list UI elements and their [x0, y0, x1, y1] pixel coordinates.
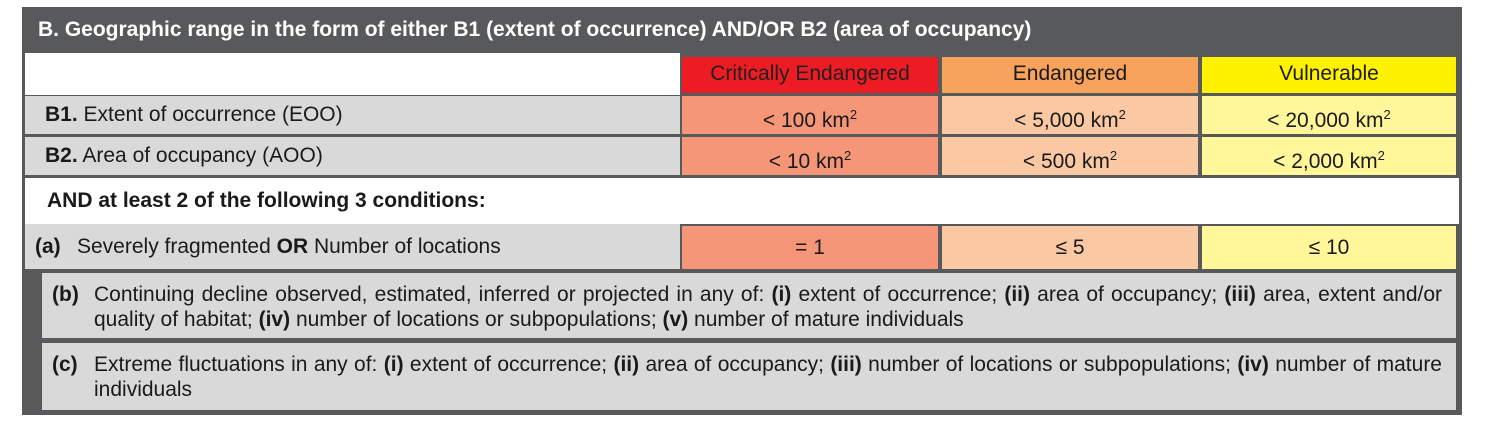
condition-a-label-cell: (a) Severely fragmented OR Number of loc…	[25, 224, 680, 269]
condition-b-letter: (b)	[52, 283, 79, 306]
condition-a-endangered: ≤ 5	[942, 226, 1198, 269]
row-b2-endangered: < 500 km2	[942, 137, 1198, 175]
condition-a-letter: (a)	[35, 235, 61, 258]
row-b1-label: B1. Extent of occurrence (EOO)	[25, 96, 680, 134]
condition-a-text: Severely fragmented OR Number of locatio…	[77, 235, 501, 258]
conditions-heading: AND at least 2 of the following 3 condit…	[25, 178, 1459, 224]
condition-c-letter: (c)	[52, 353, 78, 376]
row-b1-vulnerable: < 20,000 km2	[1202, 96, 1456, 134]
header-critically-endangered: Critically Endangered	[682, 57, 938, 93]
header-blank-cell	[25, 53, 680, 95]
row-b2-label: B2. Area of occupancy (AOO)	[25, 137, 680, 175]
header-vulnerable: Vulnerable	[1202, 57, 1456, 93]
condition-b-cell: (b) Continuing decline observed, estimat…	[42, 273, 1456, 338]
condition-c-cell: (c) Extreme fluctuations in any of: (i) …	[42, 343, 1456, 410]
row-b1-code: B1.	[45, 103, 78, 126]
table-title: B. Geographic range in the form of eithe…	[38, 18, 1032, 41]
row-b2-vulnerable: < 2,000 km2	[1202, 137, 1456, 175]
condition-a-vulnerable: ≤ 10	[1202, 226, 1456, 269]
condition-c-text: Extreme fluctuations in any of: (i) exte…	[94, 353, 1442, 401]
row-b2-critically-endangered: < 10 km2	[682, 137, 938, 175]
row-b2-text: Area of occupancy (AOO)	[82, 144, 323, 167]
row-b1-text: Extent of occurrence (EOO)	[83, 103, 343, 126]
row-b1-endangered: < 5,000 km2	[942, 96, 1198, 134]
criteria-table: B. Geographic range in the form of eithe…	[22, 7, 1462, 415]
row-b1-critically-endangered: < 100 km2	[682, 96, 938, 134]
row-b2-code: B2.	[45, 144, 78, 167]
header-endangered: Endangered	[942, 57, 1198, 93]
condition-b-text: Continuing decline observed, estimated, …	[94, 283, 1443, 331]
condition-a-critically-endangered: = 1	[682, 226, 938, 269]
